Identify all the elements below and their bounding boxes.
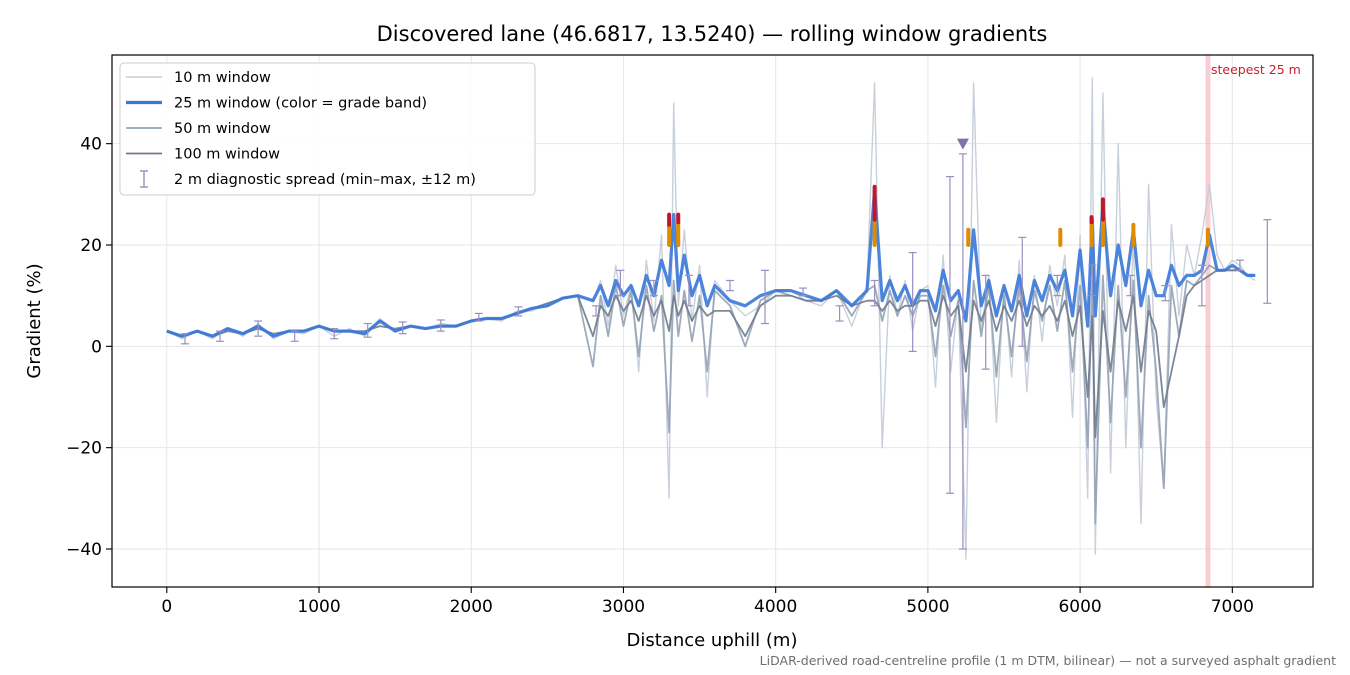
- y-tick-label-1: −20: [66, 439, 102, 459]
- errorbar-26: [1126, 274, 1135, 297]
- legend-label-1: 25 m window (color = grade band): [174, 96, 427, 112]
- legend-label-0: 10 m window: [174, 70, 271, 86]
- legend-label-3: 100 m window: [174, 147, 280, 163]
- grid: [112, 55, 1313, 587]
- plot-frame: [111, 54, 1314, 588]
- errorbar-layer: [181, 153, 1272, 550]
- series-line-1: [166, 187, 1256, 338]
- series-line-0: [166, 77, 1256, 560]
- series-layer: [166, 77, 1256, 560]
- steepest-annotation: steepest 25 m: [1211, 62, 1301, 77]
- errorbar-14: [726, 279, 735, 292]
- errorbar-15: [761, 269, 770, 325]
- errorbar-21: [958, 153, 967, 550]
- legend-item-2: 50 m window: [126, 121, 271, 137]
- x-tick-label-5: 5000: [906, 597, 949, 617]
- legend-item-0: 10 m window: [126, 70, 271, 86]
- x-tick-label-6: 6000: [1058, 597, 1101, 617]
- errorbar-13: [684, 274, 693, 307]
- errorbar-0: [181, 333, 190, 345]
- errorbar-24: [1053, 274, 1062, 297]
- errorbar-28: [1197, 264, 1206, 307]
- x-tick-label-7: 7000: [1211, 597, 1254, 617]
- errorbar-22: [981, 274, 990, 370]
- chart-title: Discovered lane (46.6817, 13.5240) — rol…: [377, 22, 1048, 46]
- x-axis-label: Distance uphill (m): [627, 630, 798, 651]
- triangle-marker: [956, 138, 969, 150]
- x-tick-label-3: 3000: [602, 597, 645, 617]
- x-tick-label-0: 0: [161, 597, 172, 617]
- errorbar-8: [474, 312, 483, 322]
- legend-label-4: 2 m diagnostic spread (min–max, ±12 m): [174, 172, 476, 188]
- y-tick-label-0: −40: [66, 540, 102, 560]
- errorbar-16: [799, 287, 808, 297]
- y-axis-label: Gradient (%): [24, 263, 45, 378]
- legend-item-1: 25 m window (color = grade band): [126, 96, 427, 112]
- errorbar-12: [649, 279, 658, 297]
- x-tick-label-4: 4000: [754, 597, 797, 617]
- errorbar-5: [363, 322, 372, 338]
- errorbar-4: [330, 328, 339, 340]
- errorbar-23: [1018, 236, 1027, 347]
- legend-item-4: 2 m diagnostic spread (min–max, ±12 m): [140, 170, 476, 188]
- y-tick-label-4: 40: [80, 135, 102, 155]
- errorbar-11: [616, 269, 625, 297]
- axis-ticks: 0 1000 2000 3000 4000 5000 6000 7000 −40 −20 0 20 40: [66, 135, 1254, 617]
- legend: 10 m window 25 m window (color = grade ba…: [119, 62, 536, 196]
- errorbar-7: [436, 319, 445, 332]
- series-line-2: [166, 264, 1256, 525]
- errorbar-17: [835, 305, 844, 322]
- x-tick-label-2: 2000: [450, 597, 493, 617]
- steepest-band-layer: [1205, 55, 1211, 587]
- errorbar-9: [514, 306, 523, 317]
- errorbar-29: [1235, 259, 1244, 271]
- x-tick-label-1: 1000: [297, 597, 340, 617]
- errorbar-2: [254, 320, 263, 337]
- y-tick-label-3: 20: [80, 236, 102, 256]
- steepest-band: [1205, 55, 1211, 587]
- y-tick-label-2: 0: [91, 337, 102, 357]
- errorbar-27: [1161, 284, 1170, 302]
- errorbar-3: [290, 330, 299, 342]
- errorbar-10: [592, 305, 601, 317]
- legend-label-2: 50 m window: [174, 121, 271, 137]
- errorbar-6: [398, 321, 407, 335]
- errorbar-30: [1263, 219, 1272, 304]
- errorbar-25: [1088, 264, 1097, 297]
- marker-layer: [956, 138, 969, 150]
- errorbar-20: [945, 176, 954, 494]
- errorbar-1: [216, 330, 225, 342]
- legend-box: [119, 62, 536, 196]
- legend-item-3: 100 m window: [126, 147, 280, 163]
- errorbar-19: [908, 252, 917, 352]
- errorbar-18: [870, 279, 879, 307]
- footnote: LiDAR-derived road-centreline profile (1…: [760, 653, 1336, 668]
